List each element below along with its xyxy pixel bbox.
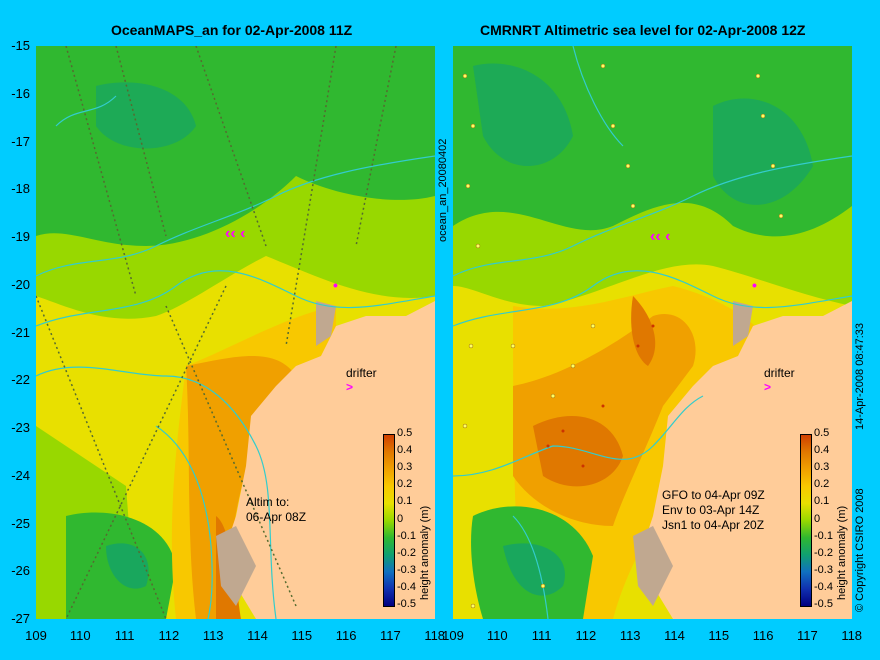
right-colorbar-label: height anomaly (m) bbox=[836, 505, 848, 600]
colorbar-tick-label: 0.1 bbox=[814, 495, 830, 508]
left-drifter-mark-2: • bbox=[333, 277, 338, 293]
right-annotation-line-2: Env to 03-Apr 14Z bbox=[662, 503, 760, 517]
right-side-label: 14-Apr-2008 08:47:33 bbox=[854, 322, 866, 430]
x-tick-label: 116 bbox=[335, 628, 357, 643]
colorbar-tick-label: 0.3 bbox=[814, 461, 830, 474]
left-panel-title: OceanMAPS_an for 02-Apr-2008 11Z bbox=[111, 22, 353, 38]
x-tick-label: 114 bbox=[247, 628, 268, 643]
colorbar-tick-label: -0.1 bbox=[397, 529, 416, 542]
x-tick-label: 111 bbox=[531, 628, 552, 643]
left-colorbar-label: height anomaly (m) bbox=[419, 505, 431, 600]
x-tick-label: 110 bbox=[69, 628, 91, 643]
colorbar-tick-label: 0.1 bbox=[397, 495, 413, 508]
y-tick-label: -23 bbox=[11, 420, 30, 435]
colorbar-tick-label: 0.2 bbox=[814, 478, 830, 491]
left-drifter-label: drifter > bbox=[346, 366, 377, 394]
y-tick-label: -25 bbox=[11, 515, 30, 531]
left-annotation-line-2: 06-Apr 08Z bbox=[246, 510, 307, 524]
y-tick-label: -15 bbox=[11, 38, 30, 53]
x-tick-label: 113 bbox=[619, 628, 641, 643]
right-annotation: GFO to 04-Apr 09Z Env to 03-Apr 14Z Jsn1… bbox=[662, 488, 765, 533]
colorbar-tick-label: -0.2 bbox=[814, 546, 833, 559]
y-tick-label: -19 bbox=[11, 229, 30, 244]
left-map bbox=[36, 46, 435, 619]
x-tick-label: 109 bbox=[442, 628, 464, 643]
x-tick-label: 118 bbox=[841, 628, 863, 643]
y-tick-label: -24 bbox=[11, 467, 30, 483]
colorbar-tick-label: -0.2 bbox=[397, 546, 416, 559]
colorbar-tick-label: -0.3 bbox=[814, 563, 833, 576]
y-tick-label: -21 bbox=[11, 324, 30, 340]
colorbar-tick-label: 0.2 bbox=[397, 478, 413, 491]
colorbar-tick-label: -0.4 bbox=[814, 580, 833, 593]
y-tick-label: -27 bbox=[11, 611, 30, 626]
colorbar-tick-label: -0.3 bbox=[397, 563, 416, 576]
left-colorbar bbox=[383, 434, 395, 607]
x-tick-label: 113 bbox=[202, 628, 224, 643]
x-tick-label: 118 bbox=[424, 628, 446, 643]
x-tick-label: 112 bbox=[158, 628, 180, 643]
y-tick-label: -18 bbox=[11, 181, 30, 197]
x-tick-label: 115 bbox=[708, 628, 730, 643]
y-tick-label: -26 bbox=[11, 563, 30, 579]
y-tick-label: -22 bbox=[11, 372, 30, 388]
x-tick-label: 117 bbox=[380, 628, 401, 643]
colorbar-tick-label: -0.4 bbox=[397, 580, 416, 593]
x-tick-label: 109 bbox=[25, 628, 47, 643]
right-annotation-line-3: Jsn1 to 04-Apr 20Z bbox=[662, 518, 765, 532]
right-drifter-label: drifter > bbox=[764, 366, 795, 394]
colorbar-tick-label: 0 bbox=[814, 512, 821, 525]
left-annotation: Altim to: 06-Apr 08Z bbox=[246, 495, 306, 525]
copyright-label: © Copyright CSIRO 2008 bbox=[854, 488, 866, 612]
colorbar-tick-label: 0.3 bbox=[397, 461, 413, 474]
right-map bbox=[453, 46, 852, 619]
colorbar-tick-label: 0.4 bbox=[814, 444, 830, 457]
left-annotation-line-1: Altim to: bbox=[246, 495, 290, 509]
x-tick-label: 111 bbox=[114, 628, 135, 643]
colorbar-tick-label: -0.5 bbox=[397, 598, 416, 610]
x-tick-label: 110 bbox=[486, 628, 508, 643]
y-tick-label: -20 bbox=[11, 276, 30, 292]
x-tick-label: 116 bbox=[752, 628, 774, 643]
y-tick-label: -16 bbox=[11, 85, 30, 101]
x-tick-label: 115 bbox=[291, 628, 313, 643]
right-drifter-marks: ‹‹ ‹ bbox=[650, 228, 671, 245]
colorbar-tick-label: 0 bbox=[397, 512, 404, 525]
right-colorbar bbox=[800, 434, 812, 607]
x-tick-label: 112 bbox=[575, 628, 597, 643]
colorbar-tick-label: -0.1 bbox=[814, 529, 833, 542]
left-drifter-marks: ‹‹ ‹ bbox=[225, 225, 246, 242]
right-drifter-mark-2: • bbox=[752, 277, 757, 293]
left-side-label: ocean_an_20080402 bbox=[437, 138, 449, 242]
y-tick-label: -17 bbox=[11, 133, 30, 149]
colorbar-tick-label: 0.5 bbox=[814, 427, 830, 439]
x-tick-label: 117 bbox=[797, 628, 818, 643]
colorbar-tick-label: -0.5 bbox=[814, 598, 833, 610]
x-tick-label: 114 bbox=[664, 628, 685, 643]
colorbar-tick-label: 0.5 bbox=[397, 427, 413, 439]
right-annotation-line-1: GFO to 04-Apr 09Z bbox=[662, 488, 765, 502]
colorbar-tick-label: 0.4 bbox=[397, 444, 413, 457]
right-panel-title: CMRNRT Altimetric sea level for 02-Apr-2… bbox=[480, 22, 806, 38]
